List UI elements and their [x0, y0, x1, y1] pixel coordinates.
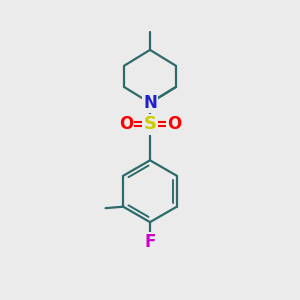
Text: O: O	[167, 115, 181, 133]
Text: N: N	[143, 94, 157, 112]
Text: F: F	[144, 233, 156, 251]
Text: S: S	[143, 115, 157, 133]
Text: O: O	[119, 115, 133, 133]
